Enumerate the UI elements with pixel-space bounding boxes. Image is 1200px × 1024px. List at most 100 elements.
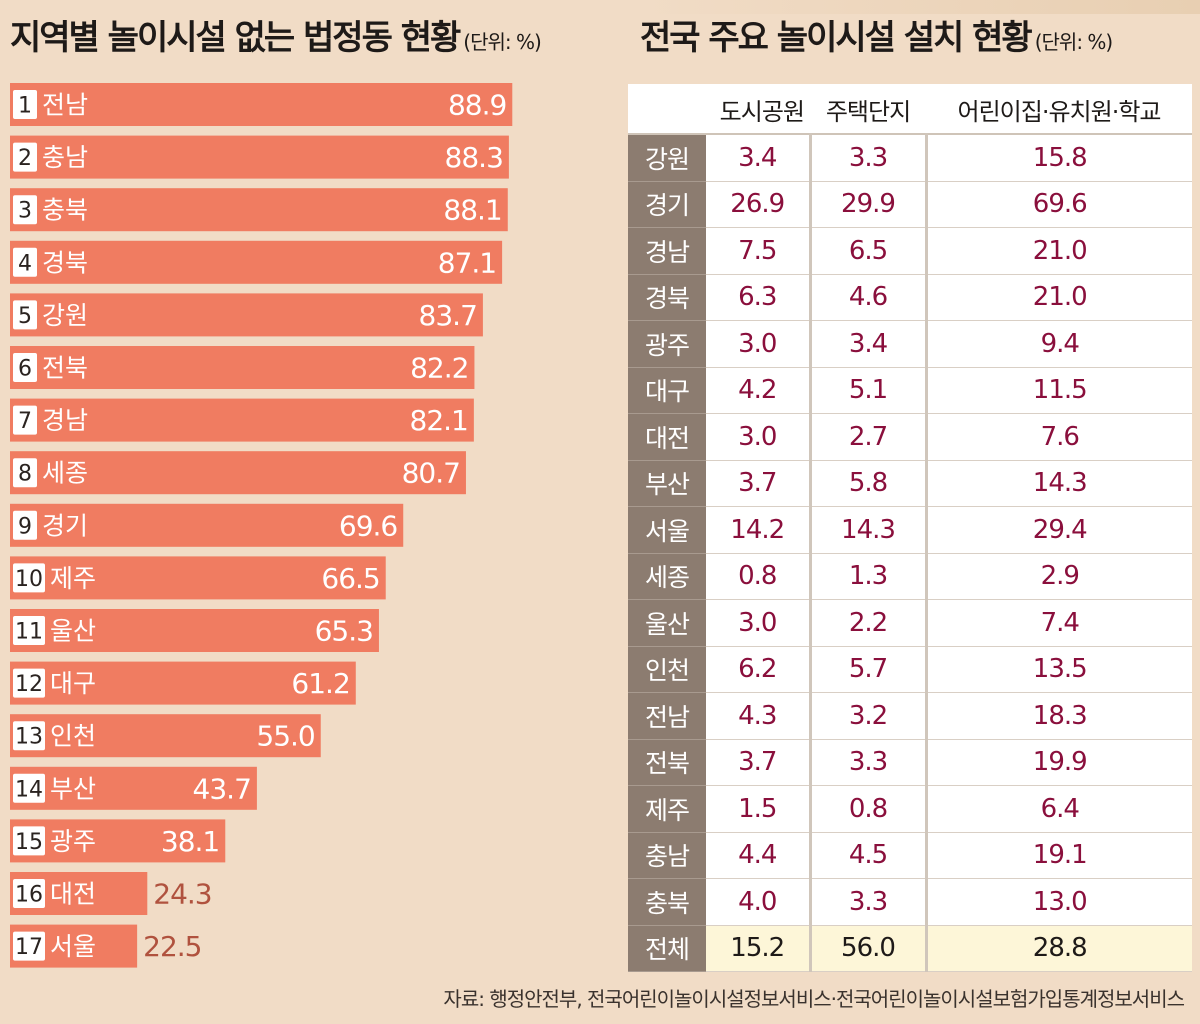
- bar: [10, 346, 475, 389]
- bar-value-label: 22.5: [143, 930, 201, 963]
- table-header-cell: 주택단지: [810, 84, 926, 135]
- rank-box: [13, 195, 37, 225]
- table-value-cell: 7.6: [926, 413, 1192, 461]
- table-header-cell: [628, 84, 706, 135]
- bar-rank-label: 12: [15, 672, 43, 697]
- bar-rank-label: 9: [18, 514, 32, 539]
- table-value-cell: 0.8: [706, 553, 812, 600]
- table-header-cell: 어린이집·유치원·학교: [926, 84, 1192, 135]
- table-value-cell: 5.7: [810, 646, 928, 693]
- table-body: 강원 3.4 3.3 15.8 경기 26.9 29.9 69.6 경남 7.5 6.5 21.0 경북…: [628, 134, 1192, 972]
- bar-category-label: 강원: [42, 301, 88, 330]
- rank-box: [13, 668, 45, 698]
- bar: [10, 188, 508, 232]
- rank-box: [13, 931, 45, 961]
- bar-category-label: 경기: [42, 511, 88, 540]
- table-value-cell: 19.1: [926, 832, 1192, 879]
- table-value-cell: 3.0: [706, 599, 812, 647]
- table-region-cell: 울산: [628, 599, 706, 647]
- table-value-cell: 3.3: [810, 878, 928, 926]
- bar: [10, 661, 356, 705]
- bar-rank-label: 3: [18, 199, 32, 224]
- table-value-cell: 15.2: [706, 925, 812, 972]
- rank-box: [13, 826, 45, 856]
- table-row: 전남 4.3 3.2 18.3: [628, 692, 1192, 740]
- table-value-cell: 14.2: [706, 506, 812, 554]
- bar-value-label: 88.1: [443, 194, 501, 227]
- bar-rank-label: 2: [18, 146, 32, 171]
- table-value-cell: 2.7: [810, 413, 928, 461]
- bar-category-label: 제주: [50, 564, 96, 593]
- table-value-cell: 69.6: [926, 181, 1192, 228]
- table-value-cell: 21.0: [926, 274, 1192, 321]
- table-value-cell: 4.4: [706, 832, 812, 879]
- bar: [10, 556, 386, 600]
- table-region-cell: 강원: [628, 134, 706, 182]
- table-value-cell: 3.0: [706, 413, 812, 461]
- bar: [10, 293, 483, 337]
- bar-value-label: 38.1: [161, 825, 219, 858]
- bar-value-label: 43.7: [193, 772, 251, 805]
- table-value-cell: 21.0: [926, 227, 1192, 275]
- rank-box: [13, 563, 45, 593]
- table-value-cell: 3.3: [810, 134, 928, 182]
- table-row: 광주 3.0 3.4 9.4: [628, 320, 1192, 368]
- bar-value-label: 88.9: [448, 89, 506, 122]
- table-value-cell: 15.8: [926, 134, 1192, 182]
- rank-box: [13, 142, 37, 172]
- table-row: 울산 3.0 2.2 7.4: [628, 599, 1192, 647]
- bar: [10, 451, 466, 495]
- table-region-cell: 인천: [628, 646, 706, 693]
- bar-value-label: 82.2: [410, 352, 468, 385]
- table-region-cell: 세종: [628, 553, 706, 600]
- table-value-cell: 3.3: [810, 739, 928, 786]
- table-row: 경기 26.9 29.9 69.6: [628, 181, 1192, 228]
- table-value-cell: 4.3: [706, 692, 812, 740]
- rank-box: [13, 247, 37, 277]
- source-note: 자료: 행정안전부, 전국어린이놀이시설정보서비스·전국어린이놀이시설보험가입통…: [443, 987, 1185, 1011]
- table-value-cell: 2.2: [810, 599, 928, 647]
- bar-rank-label: 8: [18, 462, 32, 487]
- bar-chart-unit: (단위: %): [463, 30, 542, 54]
- table-value-cell: 56.0: [810, 925, 928, 972]
- bar-rank-label: 16: [15, 883, 43, 908]
- table-value-cell: 14.3: [926, 460, 1192, 507]
- bar-category-label: 전남: [42, 91, 88, 120]
- bar: [10, 240, 503, 284]
- table-region-cell: 충남: [628, 832, 706, 879]
- table-total-row: 전체 15.2 56.0 28.8: [628, 925, 1192, 972]
- table-row: 강원 3.4 3.3 15.8: [628, 134, 1192, 182]
- rank-box: [13, 773, 45, 803]
- table-value-cell: 1.5: [706, 785, 812, 833]
- bar-category-label: 충북: [42, 196, 88, 225]
- bar-category-label: 전북: [42, 354, 88, 383]
- bar-rank-label: 6: [18, 357, 32, 382]
- table-row: 충남 4.4 4.5 19.1: [628, 832, 1192, 879]
- table-value-cell: 6.3: [706, 274, 812, 321]
- table-value-cell: 5.1: [810, 367, 928, 414]
- bar-category-label: 세종: [42, 459, 88, 488]
- table-value-cell: 9.4: [926, 320, 1192, 368]
- bar-rank-label: 11: [15, 620, 43, 645]
- table-row: 제주 1.5 0.8 6.4: [628, 785, 1192, 833]
- table-value-cell: 3.4: [810, 320, 928, 368]
- table-value-cell: 3.7: [706, 739, 812, 786]
- bar-value-label: 88.3: [445, 141, 503, 174]
- table-region-cell: 광주: [628, 320, 706, 368]
- table-value-cell: 6.5: [810, 227, 928, 275]
- facility-table-grid: 도시공원 주택단지 어린이집·유치원·학교 강원 3.4 3.3 15.8 경기 26.9 29…: [628, 84, 1192, 972]
- bar: [10, 503, 404, 547]
- table-value-cell: 13.0: [926, 878, 1192, 926]
- table-region-cell: 대구: [628, 367, 706, 414]
- table-value-cell: 6.4: [926, 785, 1192, 833]
- table-value-cell: 4.2: [706, 367, 812, 414]
- table-row: 서울 14.2 14.3 29.4: [628, 506, 1192, 554]
- table-region-cell: 대전: [628, 413, 706, 461]
- table-value-cell: 7.4: [926, 599, 1192, 647]
- rank-box: [13, 90, 37, 119]
- table-region-cell: 경남: [628, 227, 706, 275]
- bar: [10, 819, 226, 863]
- table-value-cell: 6.2: [706, 646, 812, 693]
- table-region-cell: 서울: [628, 506, 706, 554]
- table-value-cell: 3.2: [810, 692, 928, 740]
